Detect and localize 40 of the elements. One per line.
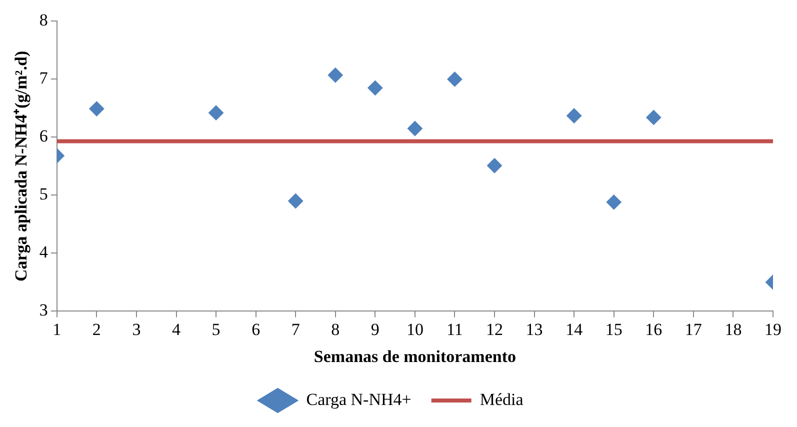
point [487,158,502,174]
x-tick-label: 15 [605,320,622,339]
point [407,121,422,136]
y-tick-label: 6 [39,126,48,146]
x-tick-label: 19 [764,320,782,339]
point [646,110,662,125]
y-tick-label: 7 [39,68,48,88]
y-axis-title: Carga aplicada N-NH4⁺(g/m².d) [12,50,31,282]
x-tick-label: 18 [724,320,742,339]
point [447,72,462,87]
x-tick-label: 9 [370,320,380,339]
x-tick-label: 13 [526,320,543,339]
x-tick-label: 3 [132,320,141,339]
point [328,68,343,83]
x-tick-label: 17 [684,320,702,339]
point [606,194,622,210]
y-tick-label: 3 [39,300,48,320]
y-tick-label: 8 [39,10,48,30]
x-tick-label: 2 [92,320,101,339]
x-tick-label: 8 [331,320,340,339]
x-tick-label: 6 [252,320,260,339]
x-tick-label: 4 [172,320,181,339]
point [208,105,224,120]
legend-label: Média [480,390,524,409]
x-tick-label: 1 [52,320,62,339]
y-tick-label: 5 [39,184,48,204]
x-tick-label: 10 [406,320,424,339]
x-tick-label: 14 [566,320,584,339]
x-tick-label: 12 [486,320,504,339]
x-axis-title: Semanas de monitoramento [314,347,516,366]
y-tick-label: 4 [39,242,48,262]
point [566,108,582,124]
point [288,194,304,208]
legend-label: Carga N-NH4+ [306,390,412,409]
x-tick-label: 16 [645,320,662,339]
x-tick-label: 7 [291,320,300,339]
x-tick-label: 11 [446,320,463,339]
point [89,101,104,116]
x-tick-label: 5 [212,320,220,339]
point [368,80,383,96]
